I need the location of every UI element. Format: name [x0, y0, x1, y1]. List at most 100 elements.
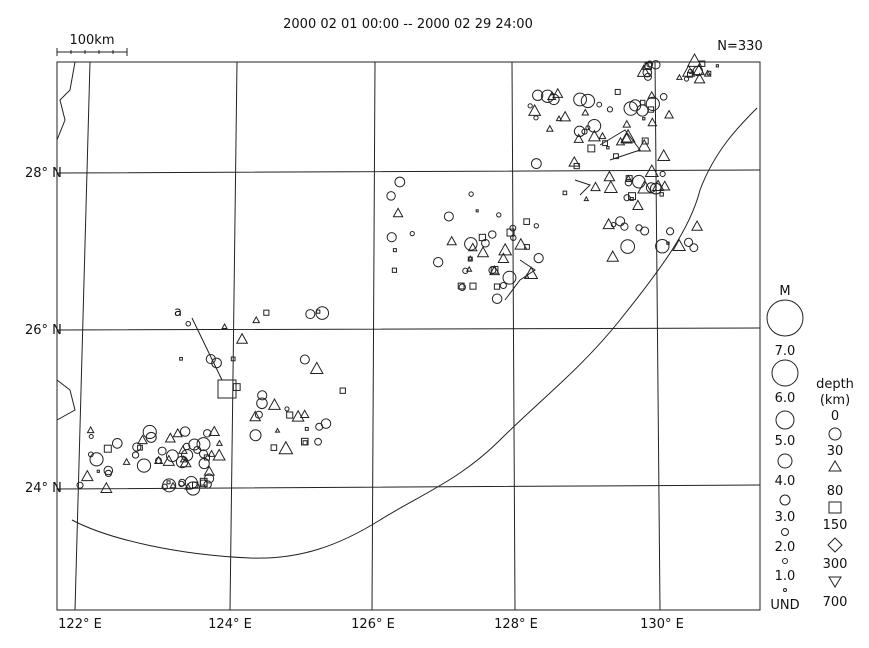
event-symbol: [263, 309, 270, 316]
event-symbol: [164, 432, 176, 443]
event-symbol: [562, 190, 568, 196]
event-symbol: [177, 444, 188, 454]
event-symbol: [169, 481, 177, 489]
event-symbol: [641, 137, 649, 145]
event-symbol: [583, 195, 590, 202]
event-symbol: [514, 237, 528, 250]
event-symbol: [545, 124, 554, 132]
event-symbol: [637, 179, 653, 194]
event-symbol: [178, 478, 186, 487]
event-symbol: [302, 440, 308, 446]
event-symbol: [614, 88, 621, 95]
event-symbol: [647, 117, 658, 127]
event-symbol: [672, 238, 687, 252]
event-symbol: [580, 93, 596, 109]
event-symbol: [185, 481, 201, 496]
event-symbol: [215, 439, 224, 446]
event-symbol: [136, 458, 152, 473]
event-symbol: [221, 323, 228, 329]
event-symbol: [602, 140, 608, 147]
marker-label: a: [174, 305, 182, 320]
lon-label: 126° E: [351, 617, 395, 632]
event-symbol: [207, 449, 216, 457]
event-symbol: [645, 182, 657, 193]
event-symbol: [528, 103, 542, 116]
event-symbol: [132, 442, 142, 452]
event-symbol: [316, 309, 321, 314]
event-symbol: [620, 239, 636, 254]
event-symbol: [615, 216, 626, 227]
event-symbol: [286, 411, 294, 419]
event-symbol: [532, 89, 544, 101]
map-frame: [56, 61, 761, 611]
legend-label: 300: [823, 557, 848, 572]
event-symbol: [299, 354, 310, 365]
event-symbol: [103, 465, 114, 476]
event-symbol: [606, 250, 620, 262]
title: 2000 02 01 00:00 -- 2000 02 29 24:00: [283, 17, 533, 32]
event-symbol: [628, 192, 637, 201]
event-symbol: [659, 170, 666, 178]
event-symbol: [587, 118, 602, 133]
event-symbol: [573, 133, 585, 143]
event-symbol: [100, 481, 113, 493]
event-symbol: [462, 267, 469, 274]
event-symbol: [683, 237, 694, 247]
event-symbol: [533, 115, 539, 121]
event-symbol: [644, 164, 659, 177]
event-symbol: [305, 309, 316, 320]
event-symbol: [291, 409, 305, 422]
event-symbol: [230, 356, 236, 362]
legend-label: 6.0: [775, 391, 796, 406]
event-symbol: [467, 242, 478, 252]
event-symbol: [664, 109, 675, 119]
event-symbol: [656, 148, 671, 161]
event-symbol: [552, 87, 564, 98]
event-symbol: [284, 406, 290, 412]
lon-label: 128° E: [494, 617, 538, 632]
lon-label: 124° E: [208, 617, 252, 632]
event-symbol: [468, 191, 474, 197]
event-symbol: [475, 209, 479, 213]
event-symbol: [691, 219, 704, 231]
graticule: [56, 61, 761, 611]
event-symbol: [642, 117, 646, 121]
event-symbol: [392, 248, 397, 253]
event-symbol: [199, 477, 208, 486]
event-symbol: [315, 306, 330, 320]
legend-label: 700: [823, 595, 848, 610]
event-symbol: [632, 174, 646, 189]
event-symbol: [458, 283, 466, 291]
event-symbol: [510, 234, 517, 241]
event-symbol: [655, 239, 670, 254]
event-symbol: [523, 218, 530, 225]
event-symbol: [686, 71, 693, 78]
event-symbol: [178, 480, 185, 488]
event-symbol: [88, 433, 94, 440]
event-symbol: [706, 70, 712, 76]
event-symbol: [590, 181, 601, 192]
legend-label: 1.0: [775, 569, 796, 584]
event-symbol: [581, 128, 588, 135]
event-symbol: [86, 425, 95, 434]
event-symbol: [443, 211, 454, 222]
event-symbol: [208, 425, 221, 437]
event-symbol: [666, 227, 675, 236]
event-symbol: [409, 230, 415, 237]
lon-label: 122° E: [58, 617, 102, 632]
event-symbol: [89, 452, 104, 467]
event-symbol: [203, 465, 215, 476]
event-symbol: [559, 110, 572, 122]
event-symbol: [641, 60, 652, 70]
event-symbol: [309, 361, 324, 374]
event-symbol: [198, 457, 210, 470]
event-symbol: [179, 455, 188, 463]
event-symbol: [386, 191, 396, 201]
event-symbol: [488, 230, 497, 239]
lon-label: 130° E: [640, 617, 684, 632]
event-symbol: [196, 437, 211, 452]
event-symbol: [659, 180, 671, 191]
event-symbol: [651, 60, 661, 70]
event-symbol: [488, 266, 497, 275]
event-symbol: [573, 92, 588, 107]
